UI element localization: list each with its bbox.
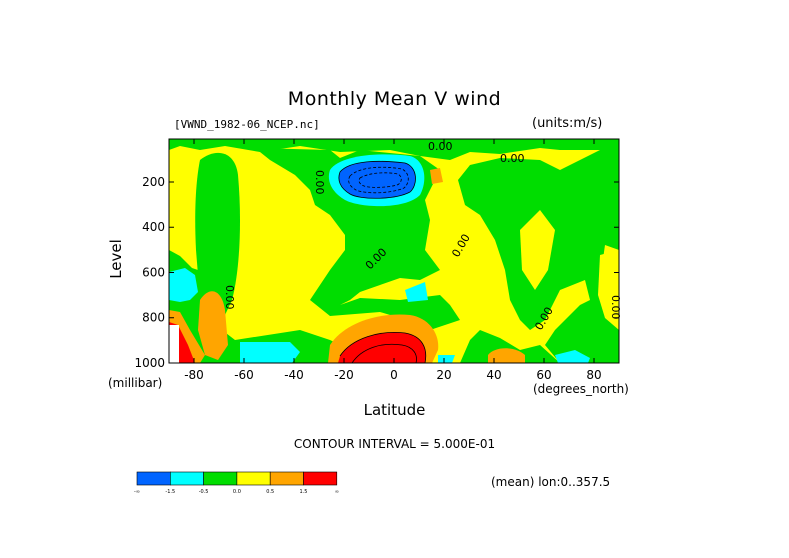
colorbar-label: ∞	[335, 489, 339, 495]
x-tick-label: 20	[436, 368, 451, 382]
orange-upper-small	[430, 168, 443, 184]
x-tick-label: -20	[334, 368, 354, 382]
colorbar-label: -0.5	[199, 489, 209, 495]
orange-lower-right	[488, 348, 525, 363]
colorbar-label: 0.5	[266, 489, 274, 495]
yellow-right-edge	[598, 250, 619, 330]
colorbar-swatch	[203, 471, 238, 486]
x-tick-label: 80	[586, 368, 601, 382]
contour-line	[351, 343, 417, 364]
contour-line	[358, 172, 402, 188]
colorbar-label: -∞	[134, 489, 140, 495]
y-axis-unit: (millibar)	[108, 376, 163, 390]
contour-lines	[338, 160, 427, 364]
colorbar-label: 1.5	[300, 489, 308, 495]
x-tick-label: 40	[486, 368, 501, 382]
contour-line	[338, 160, 416, 199]
colorbar-swatch	[303, 471, 338, 486]
yellow-right-hole	[520, 210, 555, 290]
y-tick-label: 400	[142, 220, 165, 234]
cyan-center-small	[405, 282, 428, 302]
colorbar-label: -1.5	[165, 489, 175, 495]
y-tick-label: 1000	[134, 356, 165, 370]
contour-field	[169, 139, 619, 363]
x-axis-ticks: -80 -60 -40 -20 0 20 40 60 80	[184, 139, 602, 382]
dataset-label: [VWND_1982-06_NCEP.nc]	[174, 118, 320, 131]
colorbar-swatch	[269, 471, 304, 486]
y-axis-ticks: 200 400 600 800 1000	[134, 175, 619, 370]
y-tick-label: 600	[142, 265, 165, 279]
x-axis-title: Latitude	[363, 401, 426, 419]
chart-title: Monthly Mean V wind	[287, 88, 502, 110]
x-tick-label: 60	[536, 368, 551, 382]
cyan-left	[169, 268, 198, 302]
y-tick-label: 800	[142, 311, 165, 325]
cyan-lower-center	[438, 355, 455, 363]
contour-label: 0.00	[500, 152, 525, 165]
x-tick-label: -40	[284, 368, 304, 382]
colorbar-swatch	[236, 471, 271, 486]
colorbar-label: 0.0	[233, 489, 241, 495]
green-top-band	[169, 139, 619, 160]
green-left-column	[195, 152, 240, 315]
x-tick-label: -80	[184, 368, 204, 382]
cyan-lower-left	[240, 342, 300, 363]
contour-label: 0.00	[223, 285, 236, 310]
x-tick-label: 0	[390, 368, 398, 382]
colorbar-swatch	[136, 471, 171, 486]
colorbar: -∞ -1.5 -0.5 0.0 0.5 1.5 ∞	[134, 471, 339, 495]
contour-label: 0.00	[313, 170, 326, 195]
orange-left-cell	[198, 291, 228, 360]
colorbar-swatch	[170, 471, 204, 486]
y-tick-label: 200	[142, 175, 165, 189]
contour-line	[339, 332, 427, 364]
contour-interval-label: CONTOUR INTERVAL = 5.000E-01	[293, 437, 496, 451]
units-label: (units:m/s)	[532, 116, 603, 131]
contour-line	[348, 166, 409, 194]
x-axis-unit: (degrees_north)	[533, 382, 629, 396]
cyan-lower-right	[555, 350, 590, 363]
contour-label: 0.00	[428, 140, 453, 153]
no-data-corner	[169, 325, 179, 363]
contour-label: 0.00	[609, 295, 622, 320]
average-range-label: (mean) lon:0..357.5	[491, 475, 611, 489]
x-tick-label: -60	[234, 368, 254, 382]
blue-upper-core	[338, 161, 416, 199]
green-lower-right	[460, 330, 560, 363]
